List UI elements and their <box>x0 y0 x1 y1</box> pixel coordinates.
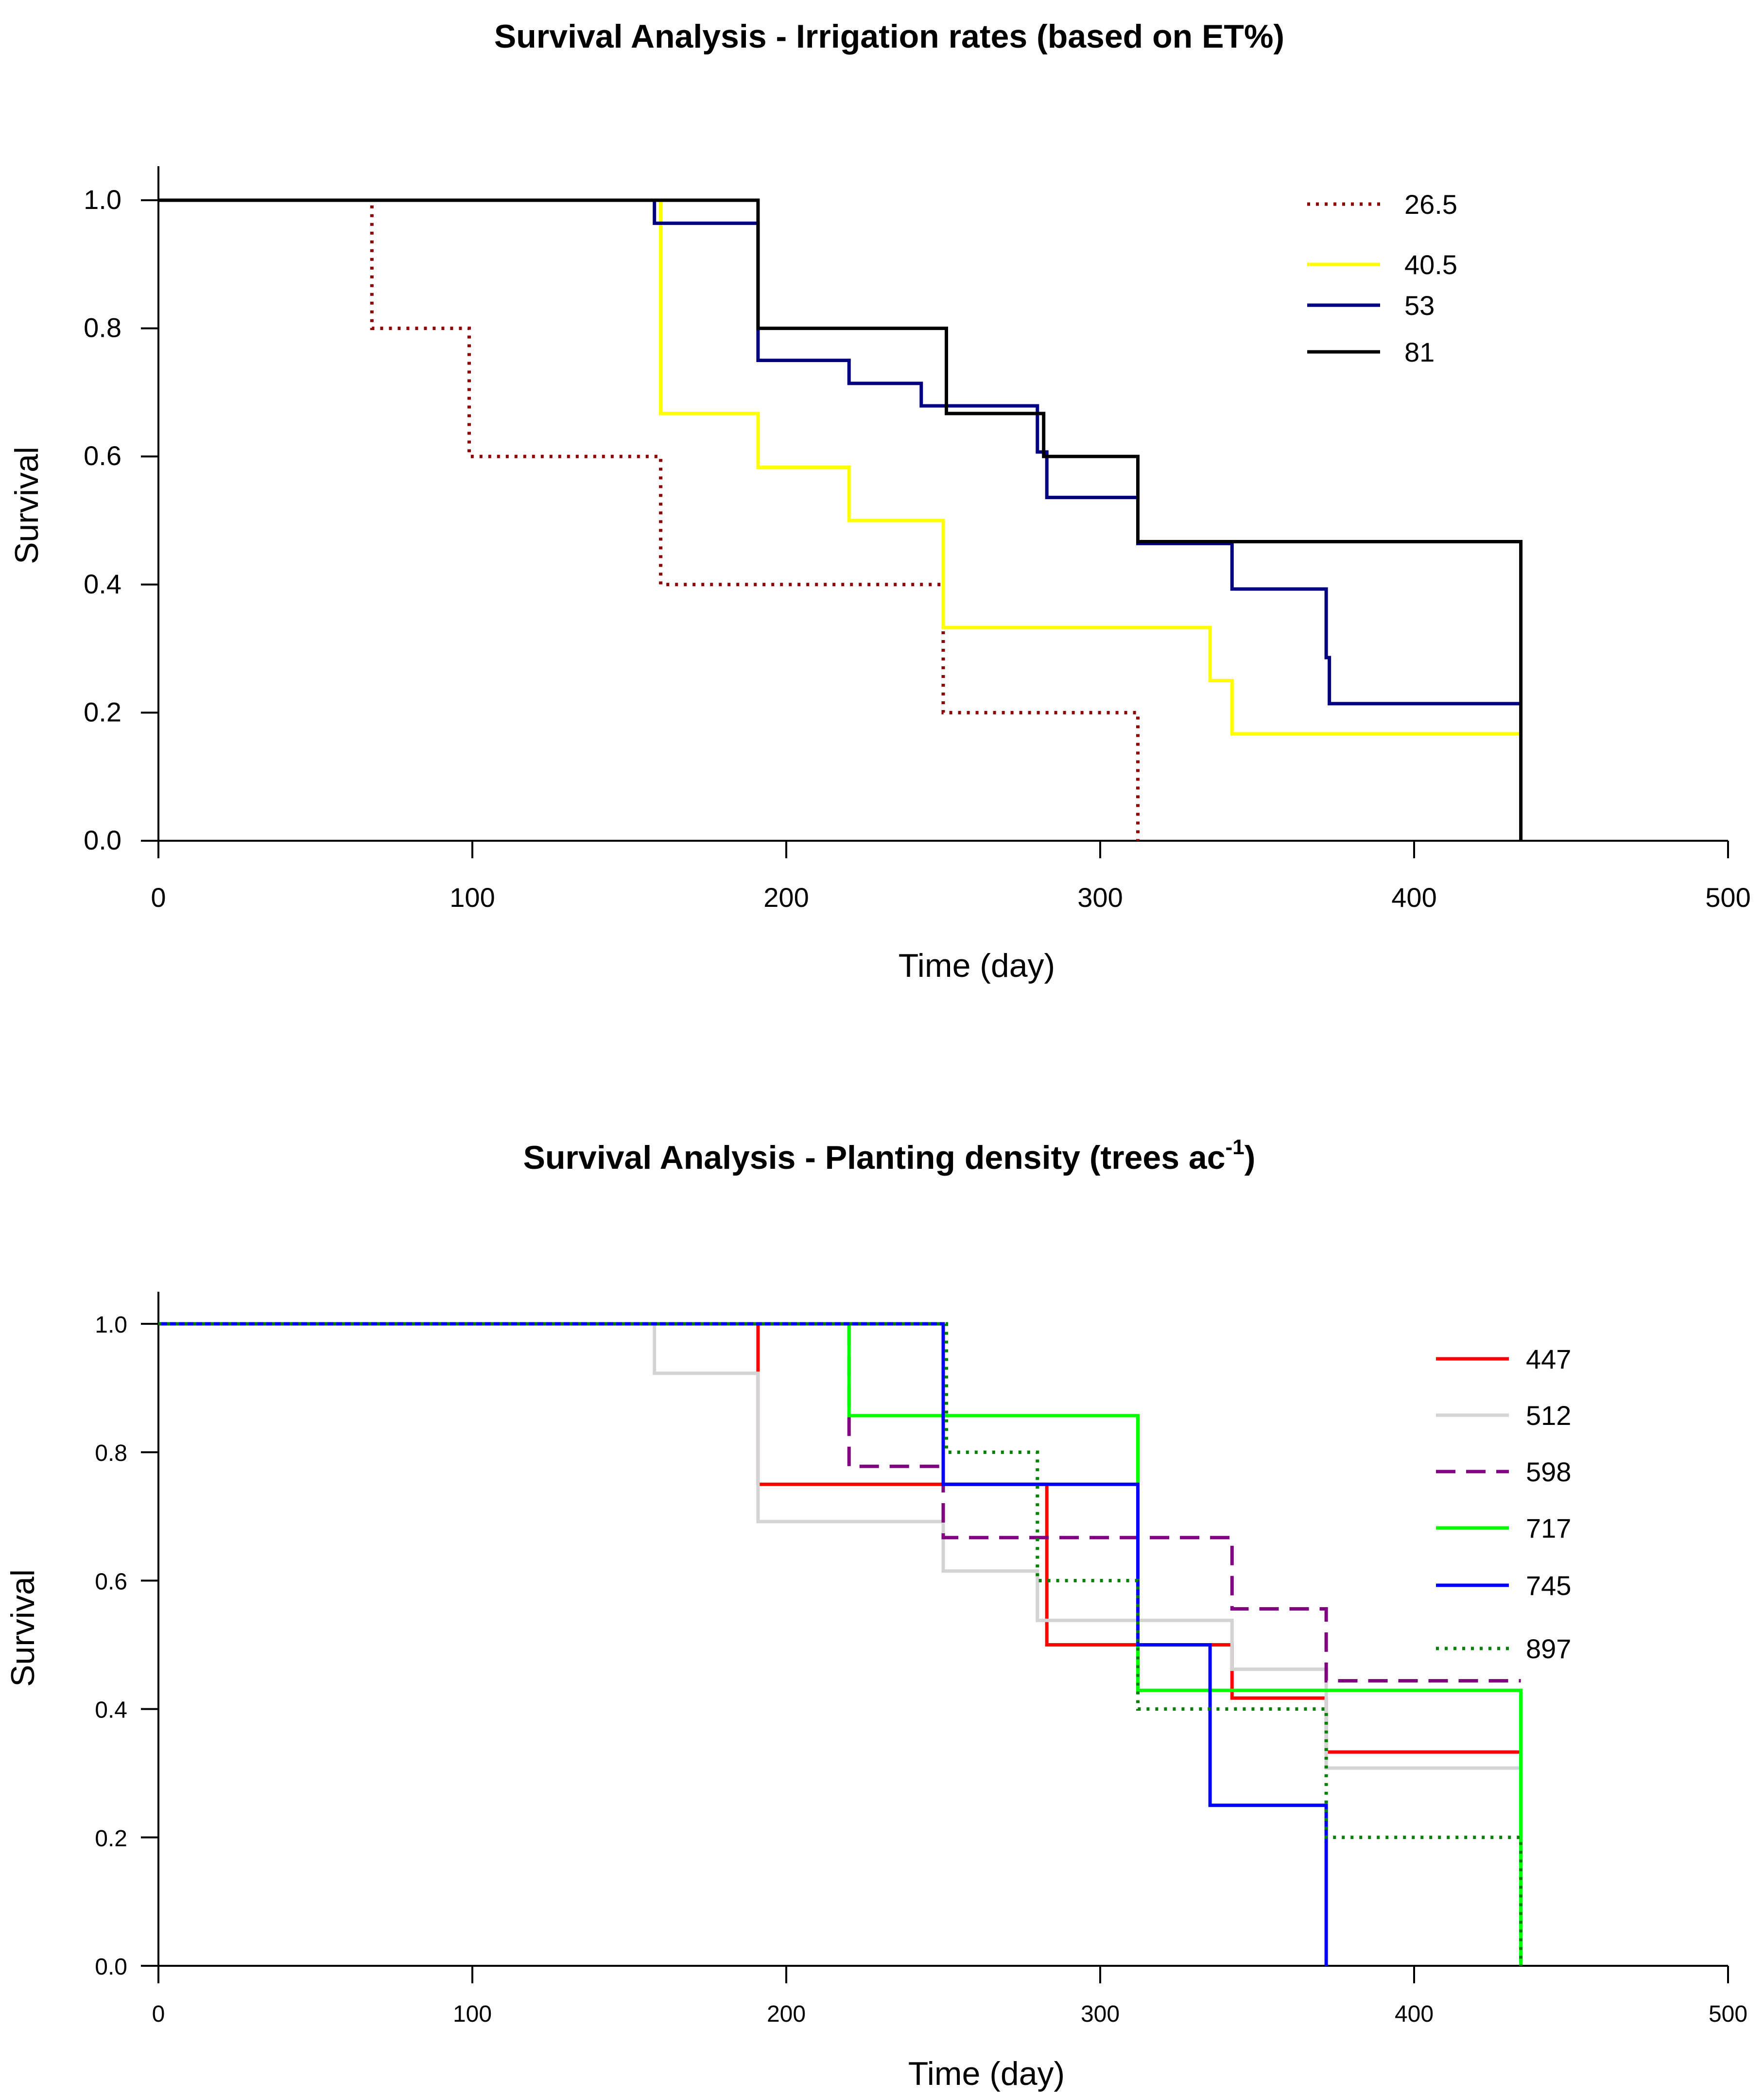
chart1-x-axis-label: Time (day) <box>899 947 1055 984</box>
chart2-y-tick-label: 0.4 <box>95 1698 127 1723</box>
chart1-y-axis-label: Survival <box>8 447 45 564</box>
chart1-y-tick-label: 1.0 <box>84 184 121 215</box>
chart2-x-axis-label: Time (day) <box>908 2055 1065 2092</box>
chart1-x-tick-label: 500 <box>1705 882 1750 913</box>
chart1-x-tick-label: 0 <box>151 882 166 913</box>
chart1-legend-label-53: 53 <box>1404 290 1435 321</box>
chart2-series-512 <box>158 1322 1521 1770</box>
chart1-x-tick-label: 200 <box>763 882 809 913</box>
chart2-series-717 <box>158 1322 1523 1966</box>
chart2-series-598 <box>158 1322 1521 1682</box>
chart2-x-tick-label: 400 <box>1395 2001 1434 2027</box>
chart1-y-tick-label: 0.6 <box>84 440 121 471</box>
chart2-y-tick-label: 0.6 <box>95 1569 127 1595</box>
chart2-title: Survival Analysis - Planting density (tr… <box>523 1135 1256 1176</box>
chart-planting-density: Survival Analysis - Planting density (tr… <box>4 1135 1747 2092</box>
chart1-legend-label-40-5: 40.5 <box>1404 249 1457 280</box>
chart-irrigation: Survival Analysis - Irrigation rates (ba… <box>8 18 1751 984</box>
chart2-legend-label-598: 598 <box>1526 1456 1571 1487</box>
chart2-plot-area: 0 100 200 300 400 500 0.0 0.2 0.4 0.6 0.8 1.0 447 512… <box>95 1292 1747 2027</box>
chart2-y-tick-label: 0.8 <box>95 1440 127 1466</box>
chart1-legend-label-26-5: 26.5 <box>1404 189 1457 220</box>
chart2-x-tick-label: 500 <box>1709 2001 1747 2027</box>
chart2-x-tick-label: 100 <box>453 2001 492 2027</box>
chart1-x-tick-label: 100 <box>450 882 495 913</box>
chart2-title-end: ) <box>1245 1139 1256 1176</box>
chart1-series-40-5 <box>158 198 1521 736</box>
chart2-legend-label-745: 745 <box>1526 1570 1571 1601</box>
chart1-y-tick-label: 0.0 <box>84 825 121 855</box>
chart2-legend-label-897: 897 <box>1526 1633 1571 1664</box>
chart2-series-745 <box>158 1322 1328 1966</box>
chart2-legend-label-717: 717 <box>1526 1513 1571 1543</box>
chart2-y-tick-label: 0.2 <box>95 1826 127 1852</box>
chart1-legend-label-81: 81 <box>1404 337 1435 367</box>
chart1-x-tick-label: 300 <box>1077 882 1123 913</box>
chart2-y-tick-label: 0.0 <box>95 1954 127 1980</box>
chart1-series-26-5 <box>158 198 1140 841</box>
chart2-x-tick-label: 300 <box>1081 2001 1120 2027</box>
chart2-y-tick-label: 1.0 <box>95 1312 127 1338</box>
chart2-title-main: Survival Analysis - Planting density (tr… <box>523 1139 1226 1176</box>
chart2-x-tick-label: 200 <box>767 2001 806 2027</box>
chart1-series-81 <box>158 198 1523 841</box>
chart2-title-superscript: -1 <box>1226 1135 1245 1159</box>
chart1-y-tick-label: 0.2 <box>84 696 121 727</box>
chart1-x-tick-label: 400 <box>1391 882 1436 913</box>
chart2-legend-label-512: 512 <box>1526 1400 1571 1431</box>
chart1-plot-area: 0 100 200 300 400 500 0.0 0.2 0.4 0.6 0.8 1.0 26.5 40… <box>84 166 1751 913</box>
chart2-legend-label-447: 447 <box>1526 1344 1571 1374</box>
chart1-title: Survival Analysis - Irrigation rates (ba… <box>494 18 1284 55</box>
chart1-y-tick-label: 0.4 <box>84 569 121 599</box>
chart1-y-tick-label: 0.8 <box>84 312 121 343</box>
chart2-series-897 <box>158 1322 1523 1966</box>
chart2-x-tick-label: 0 <box>152 2001 165 2027</box>
chart2-series-447 <box>158 1322 1521 1754</box>
chart1-series-53 <box>158 198 1521 706</box>
chart2-y-axis-label: Survival <box>4 1569 41 1687</box>
